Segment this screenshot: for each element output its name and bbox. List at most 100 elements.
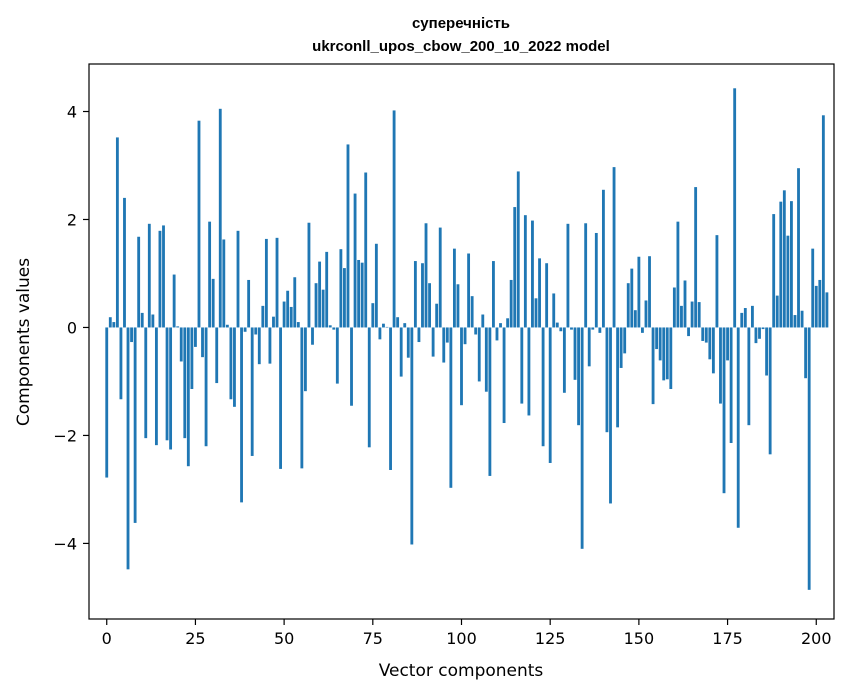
bar-185: [761, 327, 765, 330]
bar-50: [282, 301, 286, 328]
bar-200: [814, 285, 818, 328]
bar-155: [655, 327, 659, 350]
bar-30: [211, 278, 215, 328]
bar-17: [165, 327, 169, 441]
bar-55: [300, 327, 304, 469]
bar-16: [162, 225, 165, 328]
bar-94: [438, 227, 442, 328]
bar-41: [250, 327, 254, 456]
bar-153: [648, 256, 651, 328]
bar-127: [555, 322, 559, 328]
bar-15: [158, 230, 162, 328]
bar-42: [254, 327, 258, 335]
bar-96: [445, 327, 449, 343]
bar-90: [424, 223, 428, 328]
bar-84: [403, 323, 407, 328]
bar-161: [676, 221, 680, 328]
bar-149: [633, 310, 637, 328]
bar-32: [218, 108, 222, 328]
bar-86: [410, 327, 414, 545]
bar-183: [754, 327, 758, 344]
bar-88: [417, 327, 421, 343]
chart-title: суперечність: [412, 15, 510, 32]
x-tick-label: 175: [712, 629, 743, 648]
bar-181: [747, 327, 751, 426]
bar-189: [775, 295, 779, 328]
bar-197: [804, 327, 808, 379]
bar-83: [399, 327, 403, 377]
bar-80: [389, 327, 392, 470]
y-axis-ticks: −4 −2 0 2 4: [53, 103, 89, 553]
y-tick-label: −4: [53, 534, 77, 553]
bar-199: [811, 248, 815, 328]
bar-47: [272, 316, 275, 328]
bar-97: [449, 327, 453, 488]
bar-43: [257, 327, 261, 365]
bar-182: [750, 305, 754, 328]
bar-0: [105, 327, 109, 478]
bar-38: [240, 327, 243, 503]
bar-146: [623, 327, 627, 354]
bar-109: [492, 261, 495, 328]
bar-82: [396, 317, 400, 328]
bar-157: [662, 327, 666, 381]
bar-191: [782, 190, 786, 328]
bar-164: [687, 327, 690, 337]
bar-167: [697, 302, 701, 328]
x-tick-label: 125: [535, 629, 566, 648]
bar-132: [573, 327, 577, 380]
bar-18: [169, 327, 173, 450]
bar-102: [467, 253, 471, 328]
bar-93: [435, 303, 439, 328]
bar-74: [367, 327, 371, 448]
bar-64: [332, 327, 336, 330]
bar-40: [247, 279, 251, 328]
bar-171: [711, 327, 715, 374]
bar-70: [353, 193, 357, 328]
bar-126: [552, 293, 556, 328]
y-tick-label: 4: [67, 103, 77, 122]
bar-45: [264, 238, 268, 328]
x-tick-label: 100: [446, 629, 477, 648]
bar-156: [658, 327, 662, 361]
bar-108: [488, 327, 492, 476]
bar-120: [531, 220, 534, 328]
bar-19: [172, 274, 176, 328]
bar-54: [296, 322, 300, 328]
bar-51: [286, 290, 290, 328]
bar-141: [605, 327, 609, 433]
bar-27: [201, 327, 204, 358]
bar-98: [452, 248, 456, 328]
bar-123: [541, 327, 545, 447]
bar-174: [722, 327, 726, 494]
bar-124: [545, 263, 549, 328]
bar-91: [428, 283, 431, 328]
bar-24: [190, 327, 194, 390]
bar-201: [818, 279, 822, 328]
bar-7: [130, 327, 133, 343]
x-tick-label: 200: [801, 629, 832, 648]
bar-151: [641, 327, 644, 333]
bar-66: [339, 249, 343, 328]
bar-58: [311, 327, 314, 345]
bar-25: [194, 327, 197, 347]
bar-44: [261, 305, 265, 328]
bar-104: [474, 327, 478, 335]
bar-112: [502, 327, 506, 424]
bar-107: [484, 327, 488, 392]
bar-99: [456, 284, 460, 328]
bar-13: [151, 314, 155, 328]
bar-14: [154, 327, 158, 446]
bar-145: [619, 327, 623, 368]
bar-73: [364, 172, 368, 328]
bar-162: [680, 305, 683, 328]
bar-67: [343, 268, 346, 328]
bar-113: [506, 318, 510, 328]
bar-100: [460, 327, 463, 406]
bar-57: [307, 222, 311, 328]
bar-60: [318, 261, 322, 328]
bar-35: [229, 327, 233, 400]
bar-118: [523, 215, 527, 328]
bar-140: [601, 189, 605, 328]
